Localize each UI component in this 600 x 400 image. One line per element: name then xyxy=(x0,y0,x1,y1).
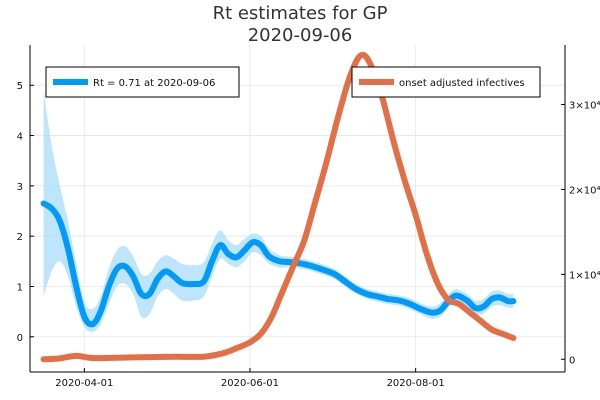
infectives-line xyxy=(40,51,517,363)
y-left-tick-label: 4 xyxy=(17,132,23,143)
y-right-tick-label: 0 xyxy=(569,355,575,366)
y-left-tick-label: 3 xyxy=(17,182,23,193)
y-left-tick-label: 5 xyxy=(17,81,23,92)
x-tick-label: 2020-06-01 xyxy=(221,378,279,389)
y-left-tick-label: 2 xyxy=(17,232,23,243)
legend-left-label: Rt = 0.71 at 2020-09-06 xyxy=(93,78,215,89)
rt-line xyxy=(40,200,517,328)
x-tick-label: 2020-04-01 xyxy=(55,378,113,389)
chart-title-line-1: Rt estimates for GP xyxy=(212,3,388,24)
y-left-tick-label: 0 xyxy=(17,333,23,344)
y-right-tick-label: 2×10⁴ xyxy=(569,185,600,196)
x-tick-label: 2020-08-01 xyxy=(387,378,445,389)
legend-right-label: onset adjusted infectives xyxy=(399,78,525,89)
chart-title-line-2: 2020-09-06 xyxy=(247,25,353,46)
y-right-tick-label: 1×10⁴ xyxy=(569,270,600,281)
y-left-tick-label: 1 xyxy=(17,282,23,293)
y-right-tick-label: 3×10⁴ xyxy=(569,100,600,111)
